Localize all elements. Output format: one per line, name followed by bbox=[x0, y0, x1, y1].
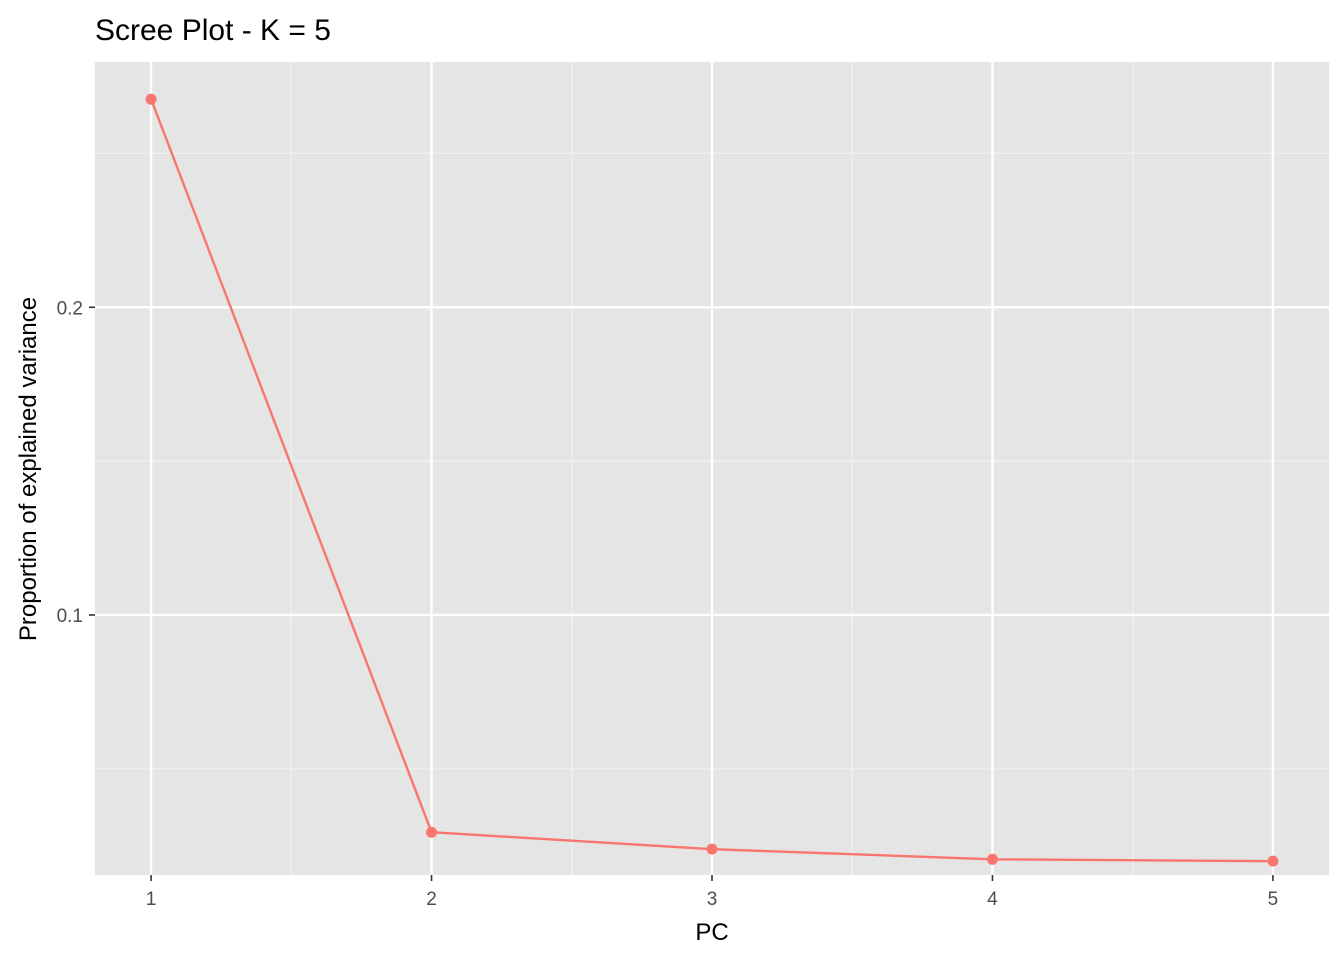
data-point bbox=[145, 93, 157, 105]
data-series bbox=[145, 93, 1279, 867]
chart-title: Scree Plot - K = 5 bbox=[95, 14, 331, 47]
x-tick-label: 3 bbox=[707, 889, 718, 910]
y-tick-label: 0.1 bbox=[57, 606, 83, 627]
data-point bbox=[1267, 855, 1279, 867]
x-tick-label: 1 bbox=[146, 889, 157, 910]
y-axis: 0.1 0.2 bbox=[57, 298, 95, 627]
x-tick-label: 4 bbox=[987, 889, 998, 910]
data-point bbox=[986, 853, 998, 865]
x-tick-label: 5 bbox=[1268, 889, 1279, 910]
major-gridlines bbox=[95, 62, 1329, 875]
x-tick-label: 2 bbox=[426, 889, 437, 910]
x-axis-title: PC bbox=[695, 919, 728, 946]
data-point bbox=[706, 843, 718, 855]
y-axis-title: Proportion of explained variance bbox=[15, 297, 42, 641]
y-tick-label: 0.2 bbox=[57, 298, 83, 319]
x-axis: 1 2 3 4 5 bbox=[146, 875, 1278, 910]
data-point bbox=[426, 826, 438, 838]
